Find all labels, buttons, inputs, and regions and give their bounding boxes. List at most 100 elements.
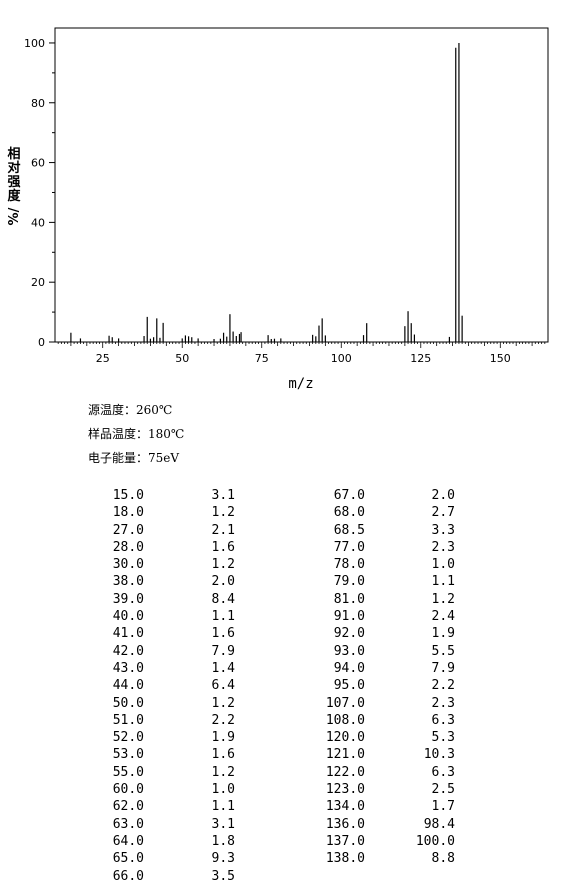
peak-row: 91.0 2.4 <box>0 608 570 625</box>
peak-row: 63.0 3.1 <box>0 816 570 833</box>
peak-mz: 43.0 <box>112 660 144 676</box>
peak-abundance: 5.5 <box>431 643 455 659</box>
peak-row: 39.0 8.4 <box>0 591 570 608</box>
peak-row: 51.0 2.2 <box>0 712 570 729</box>
peak-mz: 66.0 <box>112 868 144 884</box>
peak-row: 81.0 1.2 <box>0 591 570 608</box>
peak-row: 92.0 1.9 <box>0 625 570 642</box>
peak-mz: 40.0 <box>112 609 144 625</box>
peak-mz: 134.0 <box>325 799 365 815</box>
peak-mz: 68.5 <box>333 522 365 538</box>
peak-mz: 18.0 <box>112 505 144 521</box>
peak-abundance: 1.6 <box>211 747 235 763</box>
y-axis-label-char: / <box>7 207 22 212</box>
peak-mz: 68.0 <box>333 505 365 521</box>
peak-row: 134.0 1.7 <box>0 798 570 815</box>
y-tick-label: 80 <box>31 97 45 110</box>
peak-row: 27.0 2.1 <box>0 522 570 539</box>
peak-abundance: 1.8 <box>211 833 235 849</box>
y-axis: 0 20 40 60 80 100 <box>24 37 55 349</box>
peak-row: 55.0 1.2 <box>0 764 570 781</box>
peak-table-right: 67.0 2.0 68.0 2.7 68.5 3.3 77.0 2.3 78.0 1.0 79.0 1… <box>0 487 570 868</box>
peak-mz: 92.0 <box>333 626 365 642</box>
peak-mz: 120.0 <box>325 730 365 746</box>
peak-row: 137.0 100.0 <box>0 833 570 850</box>
peak-row: 67.0 2.0 <box>0 487 570 504</box>
peak-abundance: 1.2 <box>211 557 235 573</box>
peak-row: 65.0 9.3 <box>0 850 570 867</box>
peak-mz: 62.0 <box>112 799 144 815</box>
peak-abundance: 1.2 <box>211 764 235 780</box>
y-tick-label: 100 <box>24 37 45 50</box>
peak-abundance: 2.5 <box>431 782 455 798</box>
peak-row: 93.0 5.5 <box>0 643 570 660</box>
sample-temperature: 样品温度：180℃ <box>88 427 185 441</box>
peak-mz: 123.0 <box>325 782 365 798</box>
peak-abundance: 2.4 <box>431 609 455 625</box>
x-tick-label: 150 <box>490 352 511 365</box>
peak-mz: 77.0 <box>333 539 365 555</box>
peak-abundance: 1.0 <box>431 557 455 573</box>
y-axis-label-char: % <box>7 212 22 225</box>
peak-abundance: 8.8 <box>431 851 455 867</box>
peak-row: 108.0 6.3 <box>0 712 570 729</box>
peak-abundance: 1.2 <box>211 505 235 521</box>
peak-mz: 79.0 <box>333 574 365 590</box>
x-tick-label: 50 <box>175 352 189 365</box>
peak-row: 121.0 10.3 <box>0 746 570 763</box>
peak-abundance: 5.3 <box>431 730 455 746</box>
peak-mz: 64.0 <box>112 833 144 849</box>
peak-abundance: 10.3 <box>423 747 455 763</box>
y-axis-label-char: 强 <box>7 175 20 190</box>
peak-mz: 41.0 <box>112 626 144 642</box>
peak-abundance: 2.0 <box>431 488 455 503</box>
peak-abundance: 3.5 <box>211 868 235 884</box>
peak-mz: 52.0 <box>112 730 144 746</box>
x-tick-label: 125 <box>410 352 431 365</box>
y-axis-label-char: 对 <box>7 160 20 176</box>
peak-abundance: 2.7 <box>431 505 455 521</box>
x-tick-label: 25 <box>96 352 110 365</box>
peak-row: 42.0 7.9 <box>0 643 570 660</box>
peak-mz: 44.0 <box>112 678 144 694</box>
peak-table-left: 15.0 3.1 18.0 1.2 27.0 2.1 28.0 1.6 30.0 1.2 38.0 2… <box>0 487 570 885</box>
peak-abundance: 1.7 <box>431 799 455 815</box>
peak-row: 52.0 1.9 <box>0 729 570 746</box>
peak-row: 138.0 8.8 <box>0 850 570 867</box>
y-axis-label-char: 度 <box>7 188 21 204</box>
peak-mz: 67.0 <box>333 488 365 503</box>
peak-abundance: 1.9 <box>431 626 455 642</box>
peak-abundance: 6.3 <box>431 712 455 728</box>
peak-row: 78.0 1.0 <box>0 556 570 573</box>
peak-mz: 39.0 <box>112 591 144 607</box>
peak-abundance: 1.1 <box>211 799 235 815</box>
peak-abundance: 3.1 <box>211 488 235 503</box>
peak-row: 38.0 2.0 <box>0 573 570 590</box>
peak-row: 136.0 98.4 <box>0 816 570 833</box>
electron-energy: 电子能量：75eV <box>88 451 180 465</box>
peak-row: 122.0 6.3 <box>0 764 570 781</box>
peak-mz: 27.0 <box>112 522 144 538</box>
peak-abundance: 9.3 <box>211 851 235 867</box>
peak-abundance: 1.1 <box>211 609 235 625</box>
peak-mz: 30.0 <box>112 557 144 573</box>
peak-mz: 63.0 <box>112 816 144 832</box>
peak-abundance: 98.4 <box>423 816 455 832</box>
peak-mz: 121.0 <box>325 747 365 763</box>
peak-bars <box>70 42 463 342</box>
peak-abundance: 3.1 <box>211 816 235 832</box>
peak-row: 68.5 3.3 <box>0 522 570 539</box>
peak-mz: 108.0 <box>325 712 365 728</box>
peak-row: 77.0 2.3 <box>0 539 570 556</box>
peak-abundance: 1.9 <box>211 730 235 746</box>
peak-row: 15.0 3.1 <box>0 487 570 504</box>
experiment-conditions: 源温度：260℃ 样品温度：180℃ 电子能量：75eV <box>88 398 184 470</box>
peak-row: 44.0 6.4 <box>0 677 570 694</box>
peak-abundance: 7.9 <box>431 660 455 676</box>
y-tick-label: 60 <box>31 157 45 170</box>
peak-row: 28.0 1.6 <box>0 539 570 556</box>
peak-mz: 55.0 <box>112 764 144 780</box>
peak-mz: 50.0 <box>112 695 144 711</box>
peak-row: 123.0 2.5 <box>0 781 570 798</box>
